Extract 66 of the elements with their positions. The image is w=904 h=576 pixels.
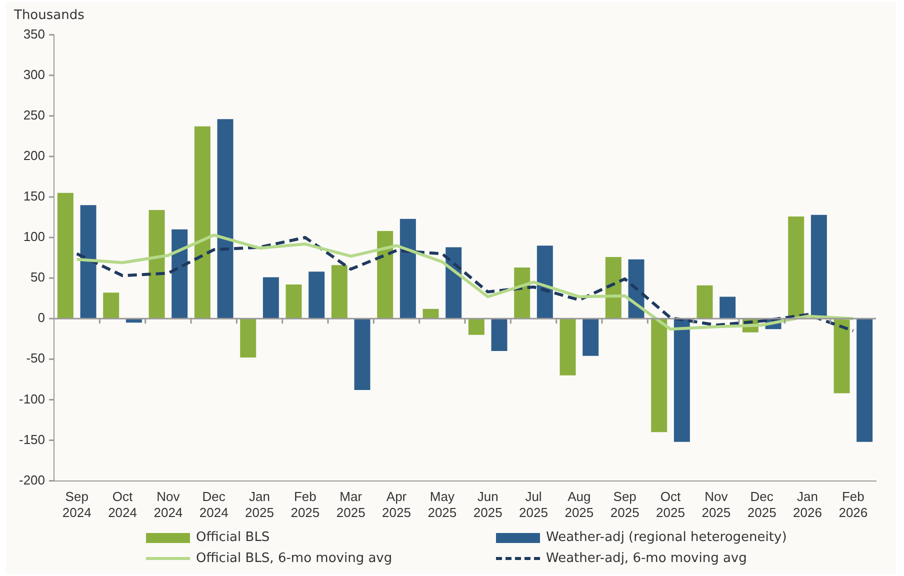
bar (788, 216, 804, 319)
bar (720, 296, 736, 319)
x-tick-label: Aug 2025 (564, 489, 594, 520)
bar (172, 229, 188, 319)
bar (57, 192, 74, 319)
bar (834, 318, 850, 394)
x-tick-label: Nov 2024 (154, 489, 183, 520)
x-tick-label: Nov 2025 (702, 489, 731, 520)
y-tick-label: 200 (23, 148, 46, 164)
bar (491, 318, 508, 352)
bar (103, 292, 120, 319)
legend-label: Weather-adj (regional heterogeneity) (546, 530, 787, 545)
x-tick-label: Sep 2025 (610, 489, 640, 520)
x-tick-label: Jul 2025 (519, 489, 548, 520)
bar (674, 318, 690, 442)
y-tick-label: -50 (26, 350, 46, 366)
x-tick-label: Feb 2025 (290, 489, 320, 520)
bar (377, 231, 394, 319)
legend-label: Official BLS (196, 530, 270, 545)
bar (331, 265, 348, 319)
x-tick-label: Feb 2026 (838, 489, 868, 520)
x-tick-label: Jan 2025 (245, 489, 274, 520)
bar (262, 277, 279, 319)
x-tick-label: Jan 2026 (793, 489, 822, 520)
x-tick-label: Oct 2025 (656, 489, 685, 520)
legend-label: Weather-adj, 6-mo moving avg (546, 551, 747, 566)
bar (354, 318, 370, 390)
bar (217, 119, 234, 319)
y-tick-label: 100 (23, 229, 46, 244)
x-tick-label: Dec 2024 (199, 489, 228, 520)
x-tick-label: Dec 2025 (747, 489, 776, 520)
bar (80, 205, 96, 319)
bar (651, 318, 668, 432)
bar (514, 268, 530, 319)
x-tick-label: Mar 2025 (336, 489, 366, 520)
y-axis-title: Thousands (14, 8, 84, 23)
x-tick-label: Sep 2024 (62, 489, 92, 520)
bar (582, 318, 599, 356)
y-tick-label: -200 (18, 472, 46, 488)
bar (148, 210, 165, 319)
bar (400, 218, 416, 319)
y-tick-label: 50 (30, 270, 46, 285)
x-tick-label: Apr 2025 (382, 489, 411, 520)
bar (856, 318, 873, 442)
bar (560, 318, 576, 376)
bar (605, 256, 622, 319)
x-tick-label: Jun 2025 (473, 489, 502, 520)
bar (468, 318, 484, 335)
bar (194, 126, 210, 319)
bar (240, 318, 256, 358)
bar (422, 308, 439, 319)
x-tick-label: May 2025 (428, 489, 457, 520)
y-tick-label: 250 (23, 107, 46, 122)
bar (308, 272, 325, 319)
bar (536, 246, 553, 319)
bar (286, 284, 302, 319)
y-tick-label: 300 (23, 66, 46, 82)
y-tick-label: 0 (38, 310, 46, 326)
legend-label: Official BLS, 6-mo moving avg (196, 551, 392, 566)
bar (446, 247, 462, 319)
y-tick-label: 150 (23, 188, 46, 204)
bar (696, 285, 713, 319)
x-tick-label: Oct 2024 (108, 489, 137, 520)
y-tick-label: -150 (18, 432, 46, 447)
y-tick-label: 350 (23, 26, 46, 42)
y-tick-label: -100 (18, 391, 46, 406)
